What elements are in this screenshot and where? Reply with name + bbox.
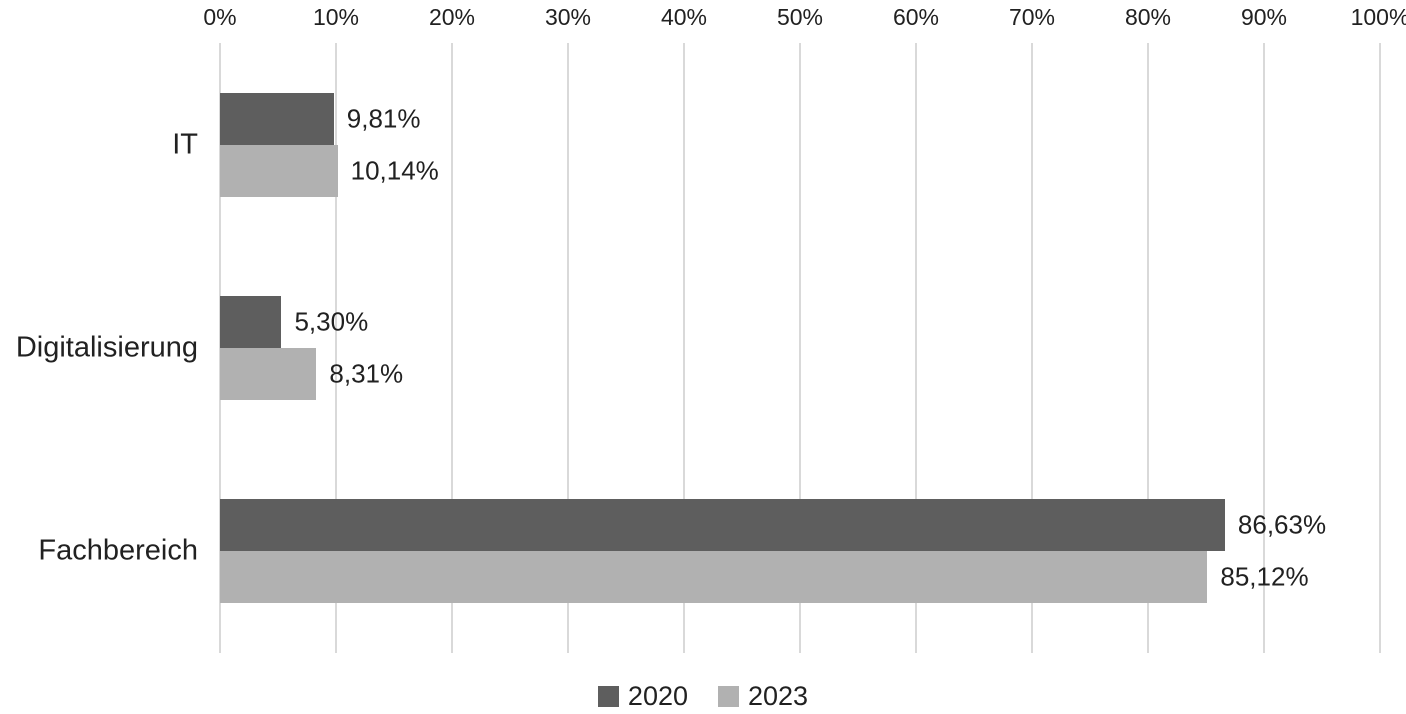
data-label-2023-Digitalisierung: 8,31% (329, 358, 404, 389)
bar-2023-Digitalisierung (220, 348, 317, 400)
x-axis-tick-label: 20% (428, 4, 476, 30)
gridline (799, 43, 801, 653)
category-label: IT (172, 128, 198, 161)
bar-2020-IT (220, 92, 334, 145)
data-label-2020-IT: 9,81% (346, 103, 421, 134)
bar-2023-Fachbereich (220, 551, 1208, 604)
legend: 2020 2023 (0, 681, 1406, 712)
x-axis-tick-label: 30% (544, 4, 592, 30)
gridline (915, 43, 917, 653)
gridline (1031, 43, 1033, 653)
x-axis-tick-label: 100% (1350, 4, 1406, 30)
data-label-2023-IT: 10,14% (350, 155, 439, 186)
bar-2020-Digitalisierung (220, 296, 282, 348)
gridline (1147, 43, 1149, 653)
legend-item-2023: 2023 (718, 681, 808, 712)
legend-item-2020: 2020 (597, 681, 688, 712)
legend-label-2023: 2023 (748, 681, 809, 711)
x-axis-tick-label: 50% (776, 4, 824, 30)
data-label-2023-Fachbereich: 85,12% (1220, 561, 1309, 592)
x-axis-tick-label: 0% (203, 4, 237, 30)
data-label-2020-Fachbereich: 86,63% (1237, 509, 1327, 540)
legend-label-2020: 2020 (627, 681, 688, 711)
category-label: Fachbereich (38, 534, 198, 567)
gridline (1263, 43, 1265, 653)
category-label: Digitalisierung (15, 331, 198, 364)
gridline (335, 43, 337, 653)
gridline (567, 43, 569, 653)
x-axis-tick-label: 10% (312, 4, 360, 30)
gridline (683, 43, 685, 653)
gridline (451, 43, 453, 653)
bar-2023-IT (220, 144, 338, 197)
legend-swatch-2023 (718, 686, 739, 707)
data-label-2020-Digitalisierung: 5,30% (294, 306, 369, 337)
bar-2020-Fachbereich (220, 499, 1225, 552)
x-axis-tick-label: 80% (1124, 4, 1172, 30)
legend-swatch-2020 (597, 686, 619, 707)
x-axis-tick-label: 60% (892, 4, 940, 30)
gridline (1379, 43, 1381, 653)
x-axis-tick-label: 70% (1008, 4, 1056, 30)
x-axis-tick-label: 40% (660, 4, 708, 30)
x-axis-tick-label: 90% (1240, 4, 1288, 30)
